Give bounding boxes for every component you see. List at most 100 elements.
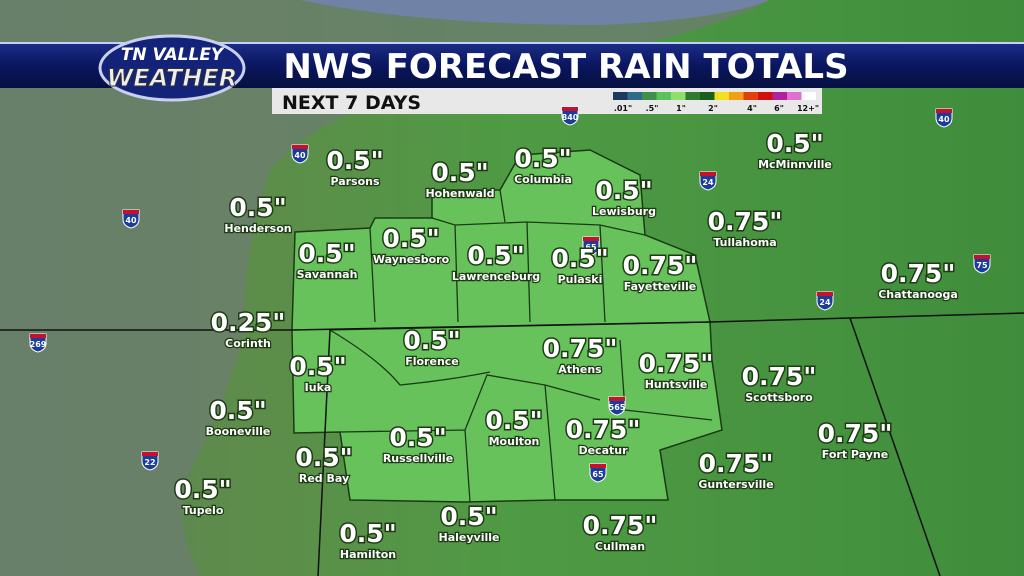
rain-amount: 0.75" (566, 415, 641, 444)
rain-amount: 0.5" (289, 352, 346, 381)
legend-label: .01" (614, 104, 632, 113)
rain-amount: 0.75" (881, 259, 956, 288)
rain-amount: 0.5" (766, 129, 823, 158)
shield-top (30, 334, 46, 338)
shield-top (700, 172, 716, 176)
shield-number: 24 (819, 298, 831, 307)
city-name: Henderson (224, 222, 291, 235)
city-name: Athens (558, 363, 602, 376)
legend-swatch (758, 92, 773, 100)
shield-top (590, 464, 606, 468)
city-name: Parsons (330, 175, 380, 188)
subtitle: NEXT 7 DAYS (282, 92, 421, 114)
shield-top (142, 452, 158, 456)
rain-amount: 0.75" (742, 362, 817, 391)
state-lines (0, 312, 1024, 576)
shield-top (292, 145, 308, 149)
logo (98, 34, 246, 102)
legend-swatch (801, 92, 816, 100)
city-name: Chattanooga (878, 288, 958, 301)
rain-amount: 0.5" (485, 406, 542, 435)
city-name: Decatur (578, 444, 628, 457)
shield-number: 24 (702, 178, 714, 187)
rain-amount: 0.5" (298, 239, 355, 268)
city-name: Fayetteville (624, 280, 697, 293)
legend-label: 1" (676, 104, 686, 113)
title: NWS FORECAST RAIN TOTALS (283, 47, 848, 87)
legend-label: 6" (774, 104, 784, 113)
city-name: Booneville (206, 425, 271, 438)
rain-amount: 0.5" (339, 519, 396, 548)
rain-amount: 0.5" (431, 158, 488, 187)
logo-line2: WEATHER (107, 64, 237, 92)
legend-swatch (743, 92, 758, 100)
shield-number: 40 (294, 151, 306, 160)
legend-swatch (685, 92, 700, 100)
shield-number: 269 (30, 340, 47, 349)
low-area (300, 0, 770, 25)
interstates: 40 840 24 40 65 24 75 40 269 22 565 65 (29, 106, 991, 483)
rain-amount: 0.5" (382, 224, 439, 253)
rain-amount: 0.5" (389, 423, 446, 452)
rain-amount: 0.25" (211, 308, 286, 337)
shield (973, 254, 991, 274)
rain-amount: 0.5" (326, 146, 383, 175)
shield-top (974, 255, 990, 259)
rain-amount: 0.75" (699, 449, 774, 478)
shield (561, 106, 579, 126)
legend-swatch (714, 92, 729, 100)
shield (816, 291, 834, 311)
rain-amount: 0.75" (708, 207, 783, 236)
city-name: Hamilton (340, 548, 396, 561)
city-name: Red Bay (299, 472, 349, 485)
shield-number: 40 (938, 115, 950, 124)
shield-number: 840 (562, 113, 579, 122)
shield-top (609, 397, 625, 401)
shield-number: 65 (585, 243, 597, 252)
city-name: Scottsboro (745, 391, 813, 404)
shield (582, 236, 600, 256)
legend-swatch (613, 92, 628, 100)
rain-amount: 0.5" (595, 176, 652, 205)
shield-number: 40 (125, 216, 137, 225)
legend-swatch (656, 92, 671, 100)
no-rain-area (0, 0, 770, 576)
shield (608, 396, 626, 416)
shield-top (562, 107, 578, 111)
rain-amount: 0.75" (543, 334, 618, 363)
shield (935, 108, 953, 128)
shield-top (583, 237, 599, 241)
rain-amount: 0.5" (403, 326, 460, 355)
legend-label: 4" (747, 104, 757, 113)
city-name: Florence (405, 355, 459, 368)
shield-number: 22 (144, 458, 155, 467)
city-name: Lewisburg (592, 205, 656, 218)
legend-swatch (700, 92, 715, 100)
shield (589, 463, 607, 483)
shield-top (817, 292, 833, 296)
legend: .01" .5" 1" 2" 4" 6" 12+" (613, 92, 819, 113)
rain-amount: 0.5" (229, 193, 286, 222)
shield-number: 565 (609, 403, 626, 412)
rain-amount: 0.5" (467, 241, 524, 270)
rain-amount: 0.5" (551, 244, 608, 273)
shield-number: 65 (592, 470, 604, 479)
rain-amount: 0.5" (514, 144, 571, 173)
logo-line1: TN VALLEY (121, 45, 225, 65)
legend-label: 2" (708, 104, 718, 113)
city-name: Cullman (595, 540, 645, 553)
legend-swatch (642, 92, 657, 100)
city-name: Fort Payne (822, 448, 888, 461)
shield (29, 333, 47, 353)
shield (291, 144, 309, 164)
shield (699, 171, 717, 191)
legend-swatch (627, 92, 642, 100)
shield-number: 75 (976, 261, 988, 270)
city-name: Waynesboro (373, 253, 450, 266)
city-name: Savannah (297, 268, 358, 281)
rain-amount: 0.5" (209, 396, 266, 425)
city-name: Huntsville (645, 378, 708, 391)
city-name: Lawrenceburg (452, 270, 540, 283)
